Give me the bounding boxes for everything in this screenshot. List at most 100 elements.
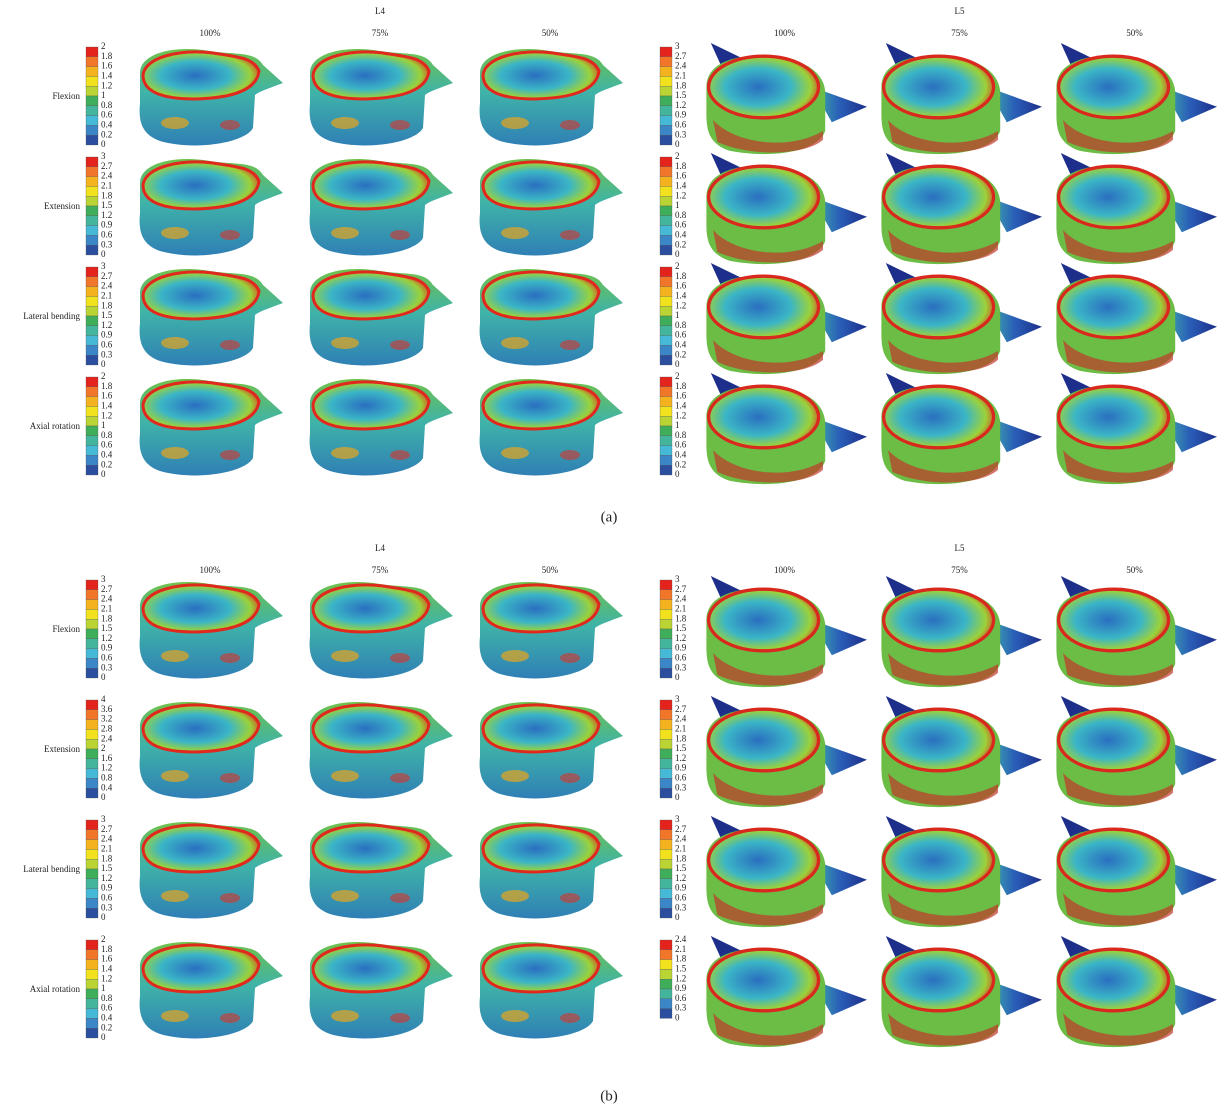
- colorbar-cell: [85, 599, 99, 610]
- colorbar-cell: [85, 589, 99, 600]
- colorbar-tick-label: 0.2: [675, 349, 686, 359]
- vertebra-cone: [1162, 980, 1217, 1016]
- colorbar-tick-label: 1: [101, 420, 106, 430]
- vertebra-image: [706, 696, 867, 808]
- colorbar-cell: [659, 186, 673, 197]
- colorbar-tick-label: 1.5: [101, 310, 113, 320]
- colorbar-cell: [659, 969, 673, 980]
- colorbar-tick-label: 0.8: [101, 772, 113, 782]
- colorbar-tick-label: 0.4: [675, 229, 687, 239]
- row-label: Lateral bending: [23, 864, 80, 874]
- column-label: 100%: [200, 565, 222, 575]
- row-label: Axial rotation: [30, 421, 81, 431]
- vertebra-image: [706, 373, 867, 485]
- colorbar-tick-label: 1.8: [101, 853, 113, 863]
- vertebra-top: [881, 384, 996, 450]
- vertebra-image: [139, 942, 283, 1039]
- colorbar-cell: [659, 176, 673, 187]
- hot-spot: [331, 117, 359, 129]
- colorbar-cell: [85, 939, 99, 950]
- colorbar-cell: [659, 135, 673, 146]
- vertebra-image: [881, 43, 1042, 155]
- colorbar-cell: [85, 296, 99, 307]
- hot-spot: [161, 650, 189, 662]
- colorbar-cell: [85, 758, 99, 769]
- colorbar-tick-label: 3: [101, 814, 106, 824]
- colorbar-tick-label: 0.6: [675, 119, 687, 129]
- colorbar-tick-label: 2.1: [675, 723, 686, 733]
- hot-spot: [560, 230, 580, 240]
- vertebra-image: [706, 263, 867, 375]
- colorbar-tick-label: 0.3: [101, 239, 113, 249]
- vertebra-image: [139, 702, 283, 799]
- hot-spot: [331, 337, 359, 349]
- hot-spot: [220, 120, 240, 130]
- vertebra-cone: [812, 307, 867, 343]
- vertebra-lower: [1063, 893, 1173, 926]
- colorbar-tick-label: 0.9: [675, 643, 687, 653]
- colorbar-cell: [85, 86, 99, 97]
- colorbar-tick-label: 1.8: [101, 190, 113, 200]
- colorbar-tick-label: 0.8: [101, 100, 113, 110]
- hot-spot: [161, 890, 189, 902]
- vertebra-image: [479, 269, 623, 366]
- colorbar-cell: [85, 658, 99, 669]
- colorbar-tick-label: 0: [101, 792, 106, 802]
- hot-spot: [390, 120, 410, 130]
- colorbar-cell: [659, 628, 673, 639]
- vertebra-image: [139, 269, 283, 366]
- vertebra-cone: [1162, 87, 1217, 123]
- column-label: 75%: [951, 28, 968, 38]
- colorbar-tick-label: 1.4: [101, 963, 113, 973]
- colorbar-cell: [85, 376, 99, 387]
- colorbar-cell: [659, 859, 673, 870]
- vertebra-top: [881, 164, 996, 230]
- vertebra-top: [706, 164, 821, 230]
- vertebra-image: [1056, 936, 1217, 1048]
- vertebra-lower: [1063, 653, 1173, 686]
- vertebra-top: [1056, 164, 1171, 230]
- colorbar-cell: [659, 959, 673, 970]
- colorbar-cell: [85, 748, 99, 759]
- colorbar-tick-label: 1.4: [675, 400, 687, 410]
- vertebra-top: [1056, 587, 1171, 653]
- vertebra-image: [881, 816, 1042, 928]
- colorbar-cell: [85, 276, 99, 287]
- vertebra-top: [1056, 384, 1171, 450]
- colorbar-cell: [659, 589, 673, 600]
- column-label: 75%: [372, 28, 389, 38]
- hot-spot: [331, 227, 359, 239]
- colorbar-cell: [659, 1008, 673, 1019]
- colorbar-cell: [85, 95, 99, 106]
- colorbar-cell: [85, 306, 99, 317]
- colorbar-cell: [659, 979, 673, 990]
- colorbar-cell: [85, 788, 99, 799]
- colorbar-tick-label: 0.6: [675, 892, 687, 902]
- vertebra-lower: [1063, 230, 1173, 263]
- hot-spot: [560, 773, 580, 783]
- colorbar-tick-label: 1: [675, 200, 680, 210]
- column-label: 50%: [1126, 28, 1143, 38]
- colorbar-tick-label: 1.5: [675, 963, 687, 973]
- colorbar-tick-label: 2.4: [675, 61, 687, 71]
- vertebra-top: [881, 827, 996, 893]
- colorbar-cell: [659, 115, 673, 126]
- group-title: L4: [375, 6, 385, 16]
- column-label: 100%: [774, 565, 796, 575]
- colorbar-cell: [85, 1008, 99, 1019]
- vertebra-top: [311, 50, 431, 101]
- colorbar-cell: [659, 878, 673, 889]
- vertebra-top: [1056, 827, 1171, 893]
- colorbar-tick-label: 0.2: [101, 1022, 112, 1032]
- colorbar-tick-label: 0: [675, 359, 680, 369]
- colorbar-tick-label: 1.6: [101, 753, 113, 763]
- colorbar-tick-label: 2.7: [101, 271, 113, 281]
- vertebra-top: [311, 380, 431, 431]
- colorbar-cell: [85, 868, 99, 879]
- colorbar-cell: [659, 345, 673, 356]
- colorbar-cell: [659, 445, 673, 456]
- vertebra-lower: [1063, 120, 1173, 153]
- colorbar-cell: [659, 709, 673, 720]
- colorbar-cell: [85, 396, 99, 407]
- vertebra-top: [1056, 54, 1171, 120]
